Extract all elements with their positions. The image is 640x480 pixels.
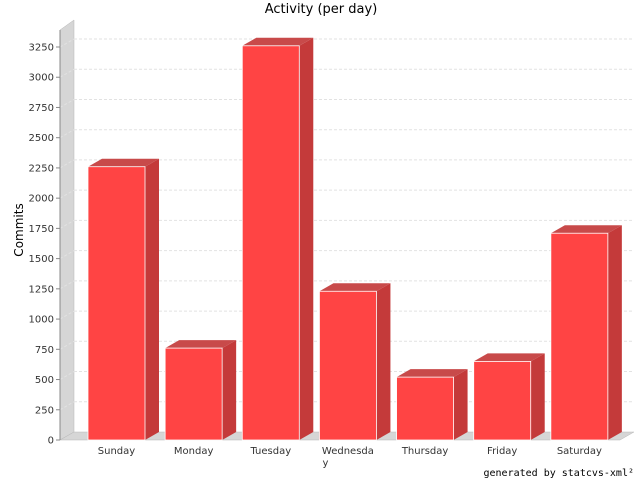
grid-line-wall [59,219,75,229]
y-tick-label: 2750 [29,103,54,114]
bar-side [222,340,237,440]
y-tick-label: 0 [48,436,54,447]
bar-top [88,158,159,167]
bar-side [607,225,622,440]
bar-front [396,376,454,441]
x-tick-label: Friday [487,446,517,457]
bar-top [165,340,237,349]
y-tick-label: 1000 [29,315,54,326]
bar [473,353,545,441]
generated-by-footer: generated by statcvs-xml² [483,468,634,479]
bar-front [319,290,377,441]
bar-side [530,353,545,440]
y-tick-label: 1500 [29,254,54,265]
bar [241,37,314,441]
bar-top [242,37,314,46]
bar-side [453,369,468,440]
bar [87,158,159,441]
grid-line-wall [59,250,75,260]
y-tick-label: 2500 [29,133,54,144]
chart-left-wall [59,19,75,441]
x-tick-label: Tuesday [249,446,291,457]
bar-side [145,158,159,440]
grid-line-wall [59,371,75,380]
y-tick-label: 500 [35,375,54,386]
x-tick-label: Wednesda y [322,446,374,469]
bar [396,369,468,441]
bar-front [87,166,146,441]
bar-top [550,225,622,234]
grid-line-wall [59,280,75,290]
bar-front [550,232,609,441]
grid-lines [59,38,634,411]
x-axis-labels: Sunday Monday Tuesday Wednesda y Thursday Frid… [98,446,602,469]
grid-line-wall [59,189,75,199]
grid-line-wall [59,159,75,169]
y-tick-label: 750 [35,345,54,356]
bars [87,37,622,441]
y-tick-label: 2250 [29,163,54,174]
bar [164,340,237,441]
y-tick-label: 1750 [29,224,54,235]
grid-line-wall [59,340,75,350]
x-tick-label: Monday [174,446,214,457]
y-tick-label: 3000 [29,73,54,84]
bar-top [319,283,391,292]
bar-top [473,353,545,362]
bar [319,283,391,441]
x-tick-label: Saturday [557,446,602,457]
grid-line-wall [59,38,75,48]
y-axis-label: Commits [12,203,26,256]
grid-line-wall [59,401,75,411]
grid-line-wall [59,99,75,108]
grid-line-wall [59,310,75,320]
x-tick-label: Sunday [98,446,135,457]
grid-line-wall [59,68,75,78]
x-tick-label: Thursday [401,446,449,457]
y-axis-ticks: 0 250 500 750 1000 1250 1500 1750 2000 2250 2500 27… [29,43,60,447]
bar-side [376,283,391,440]
grid-line-wall [59,129,75,139]
y-tick-label: 1250 [29,284,54,295]
bar-side [299,37,314,440]
chart-title: Activity (per day) [265,2,378,17]
bar-top [396,369,468,378]
y-tick-label: 2000 [29,194,54,205]
y-tick-label: 250 [35,405,54,416]
bar-front [164,347,223,441]
bar-front [241,45,300,441]
bar-front [473,360,532,441]
bar [550,225,622,441]
y-tick-label: 3250 [29,43,54,54]
